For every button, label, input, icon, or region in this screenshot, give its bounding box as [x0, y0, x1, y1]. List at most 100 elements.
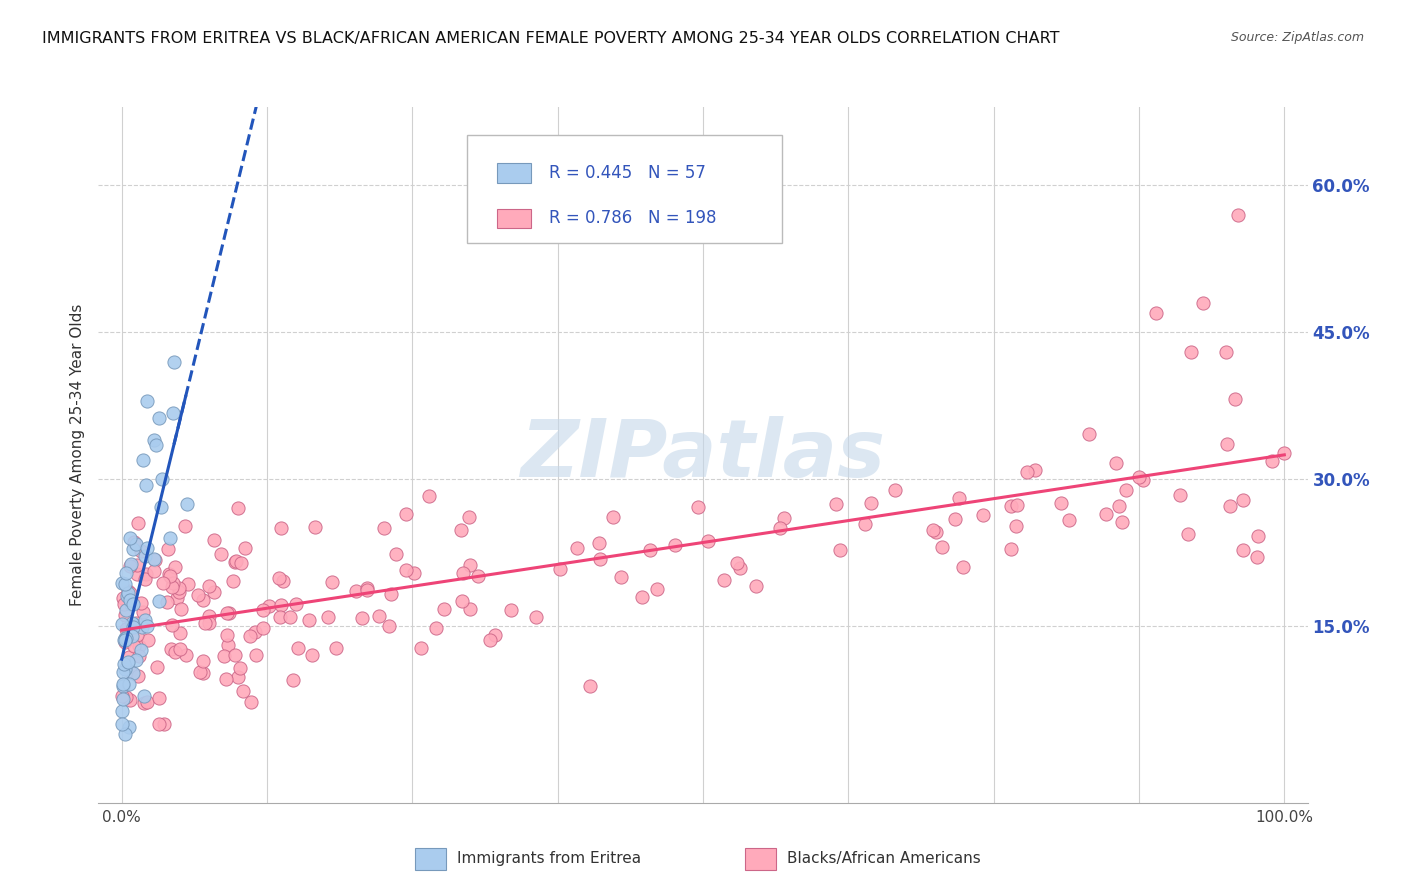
Point: [271, 574, 294, 588]
Point: [1216, 436, 1239, 450]
Point: [565, 541, 588, 556]
Point: [202, 585, 225, 599]
Text: Immigrants from Eritrea: Immigrants from Eritrea: [457, 852, 641, 866]
Point: [460, 558, 482, 573]
Point: [112, 597, 135, 611]
Point: [1272, 446, 1295, 460]
Text: ZIPatlas: ZIPatlas: [520, 416, 886, 494]
Point: [170, 601, 193, 615]
Point: [728, 561, 751, 575]
Text: Source: ZipAtlas.com: Source: ZipAtlas.com: [1230, 31, 1364, 45]
Point: [378, 619, 401, 633]
Point: [163, 355, 186, 369]
Point: [169, 641, 191, 656]
Point: [115, 566, 138, 580]
Point: [404, 566, 426, 580]
Point: [824, 497, 846, 511]
Point: [120, 558, 142, 572]
Point: [228, 670, 250, 684]
Point: [143, 564, 166, 578]
Text: IMMIGRANTS FROM ERITREA VS BLACK/AFRICAN AMERICAN FEMALE POVERTY AMONG 25-34 YEA: IMMIGRANTS FROM ERITREA VS BLACK/AFRICAN…: [42, 31, 1060, 46]
Text: R = 0.445   N = 57: R = 0.445 N = 57: [550, 164, 706, 182]
Point: [122, 541, 145, 556]
Point: [269, 610, 291, 624]
Point: [222, 574, 245, 588]
Point: [1247, 528, 1270, 542]
Point: [467, 569, 489, 583]
Point: [174, 648, 197, 662]
Point: [1128, 469, 1150, 483]
Point: [972, 508, 994, 523]
Point: [120, 693, 142, 707]
Point: [169, 625, 191, 640]
Point: [125, 653, 148, 667]
Point: [132, 605, 155, 619]
Point: [118, 650, 141, 665]
Point: [127, 566, 149, 581]
Point: [134, 689, 156, 703]
Point: [135, 478, 157, 492]
Point: [159, 532, 181, 546]
Text: Blacks/African Americans: Blacks/African Americans: [787, 852, 981, 866]
Point: [115, 589, 138, 603]
Point: [134, 572, 156, 586]
Point: [1144, 306, 1167, 320]
Point: [925, 524, 948, 539]
Point: [229, 556, 252, 570]
Point: [278, 610, 301, 624]
Point: [744, 579, 766, 593]
Point: [270, 521, 292, 535]
Point: [118, 677, 141, 691]
Point: [451, 566, 474, 581]
Point: [217, 606, 239, 620]
Point: [136, 541, 159, 555]
Point: [631, 590, 654, 604]
Point: [112, 633, 135, 648]
Point: [252, 621, 274, 635]
Point: [127, 669, 149, 683]
Point: [136, 394, 159, 409]
Point: [134, 613, 156, 627]
Point: [162, 618, 184, 632]
Point: [150, 472, 173, 486]
Point: [1177, 527, 1199, 541]
Point: [135, 567, 157, 582]
Point: [217, 628, 239, 642]
Point: [148, 691, 170, 706]
Point: [579, 679, 602, 693]
Point: [344, 583, 367, 598]
Point: [114, 662, 136, 676]
Point: [395, 507, 418, 521]
Point: [233, 541, 256, 555]
Point: [114, 623, 136, 637]
Point: [225, 554, 247, 568]
Point: [197, 579, 219, 593]
Point: [321, 574, 343, 589]
Point: [638, 542, 661, 557]
Point: [129, 643, 152, 657]
Point: [160, 580, 183, 594]
Point: [174, 519, 197, 533]
Point: [224, 556, 246, 570]
Point: [117, 583, 139, 598]
Point: [118, 664, 141, 678]
Point: [270, 599, 292, 613]
Point: [114, 631, 136, 645]
Point: [149, 500, 172, 514]
Point: [252, 602, 274, 616]
Point: [159, 568, 181, 582]
Point: [122, 535, 145, 549]
Point: [548, 562, 571, 576]
Point: [117, 585, 139, 599]
Point: [773, 510, 796, 524]
Point: [152, 576, 174, 591]
Point: [120, 586, 142, 600]
Point: [118, 531, 141, 545]
Point: [1108, 500, 1130, 514]
Point: [120, 593, 142, 607]
Point: [131, 452, 153, 467]
Point: [316, 609, 339, 624]
Point: [645, 582, 668, 596]
Point: [1111, 515, 1133, 529]
Point: [111, 690, 134, 704]
